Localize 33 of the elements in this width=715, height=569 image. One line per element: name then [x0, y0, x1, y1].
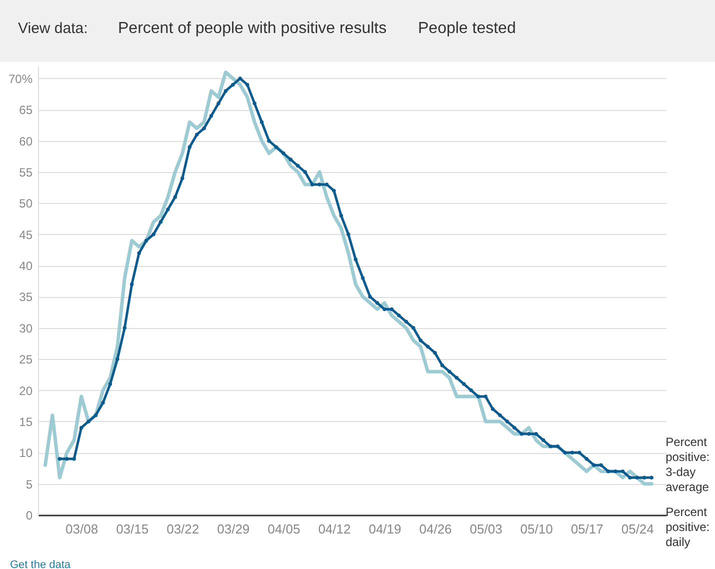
- y-tick-label: 20: [19, 384, 33, 398]
- x-tick-label: 03/22: [166, 522, 200, 536]
- y-tick-label: 55: [19, 166, 33, 180]
- y-tick-label: 30: [19, 321, 33, 336]
- x-tick-label: 04/26: [419, 522, 452, 536]
- y-tick-label: 60: [19, 134, 33, 148]
- x-tick-label: 04/19: [368, 522, 402, 536]
- x-tick-label: 05/10: [520, 522, 553, 536]
- x-tick-label: 05/03: [470, 522, 502, 536]
- x-tick-label: 03/08: [66, 522, 98, 536]
- x-tick-label: 04/05: [268, 522, 300, 536]
- y-tick-label: 25: [19, 352, 33, 367]
- x-tick-label: 05/24: [621, 522, 654, 536]
- series-label: Percent positive: 3-day average: [666, 435, 710, 494]
- y-tick-label: 10: [19, 446, 33, 460]
- y-tick-label: 70%: [8, 72, 33, 86]
- text: Percent positive: daily: [666, 505, 710, 549]
- y-tick-label: 15: [19, 414, 33, 429]
- y-tick-label: 50: [19, 196, 33, 211]
- x-tick-label: 05/17: [570, 522, 604, 536]
- x-tick-label: 03/29: [217, 522, 250, 536]
- y-tick-label: 5: [26, 477, 33, 492]
- y-tick-label: 45: [19, 228, 33, 242]
- text: Percent of people with positive results: [118, 20, 387, 37]
- x-tick-label: 03/15: [116, 522, 149, 536]
- y-tick-label: 40: [19, 259, 33, 274]
- text: Get the data: [10, 559, 72, 569]
- text: People tested: [418, 20, 516, 37]
- x-tick-label: 04/12: [318, 522, 351, 536]
- text: View data:: [18, 20, 88, 37]
- y-tick-label: 65: [19, 103, 33, 118]
- y-tick-label: 35: [19, 290, 33, 304]
- y-tick-label: 0: [26, 508, 33, 522]
